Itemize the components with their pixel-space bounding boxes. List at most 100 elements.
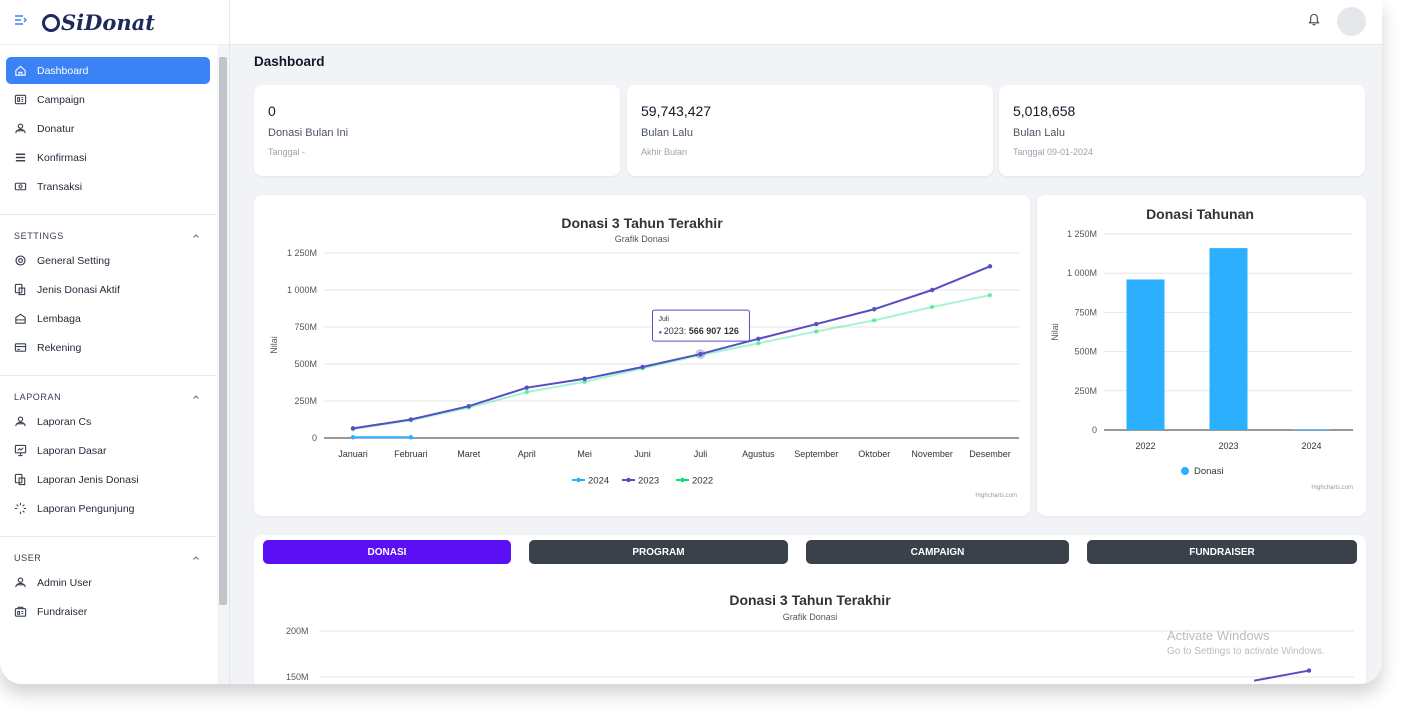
sidebar-section-user[interactable]: USER — [0, 549, 216, 567]
bar-chart: Donasi Tahunan 0 250M 500M 750M 1 000M 1 250M N… — [1050, 206, 1353, 491]
hover-halo — [695, 349, 706, 360]
stat-label: Donasi Bulan Ini — [268, 127, 349, 139]
bottom-line-chart: Donasi 3 Tahun Terakhir Grafik Donasi 150M… — [286, 592, 1354, 682]
sidebar-item-lembaga[interactable]: Lembaga — [6, 305, 210, 332]
bar-chart-card: Donasi Tahunan 0 250M 500M 750M 1 000M 1 250M N… — [1037, 195, 1366, 516]
x-tick-label: Juli — [694, 449, 708, 459]
line-chart-card: Donasi 3 Tahun Terakhir Grafik Donasi 0 250… — [254, 195, 1030, 516]
sidebar-item-label: Jenis Donasi Aktif — [37, 283, 120, 296]
sidebar-item-label: Lembaga — [37, 312, 81, 325]
home-icon — [15, 65, 26, 76]
building-icon — [15, 313, 26, 324]
sidebar-item-konfirmasi[interactable]: Konfirmasi — [6, 144, 210, 171]
tooltip-header: Juli — [658, 316, 669, 323]
stat-card: 5,018,658 Bulan Lalu Tanggal 09-01-2024 — [999, 85, 1365, 176]
sidebar-item-general-setting[interactable]: General Setting — [6, 247, 210, 274]
tab-campaign[interactable]: CAMPAIGN — [806, 540, 1069, 564]
menu-toggle-icon[interactable] — [14, 13, 28, 31]
y-tick-label: 1 000M — [1067, 268, 1097, 278]
data-point-2023 — [987, 264, 993, 269]
sidebar-section-laporan[interactable]: LAPORAN — [0, 388, 216, 406]
data-point-2023 — [756, 336, 761, 342]
legend-label: 2024 — [588, 476, 609, 487]
chart-credits: Highcharts.com — [1311, 485, 1353, 491]
data-point-2023 — [524, 385, 529, 390]
app-window: SiDonat Dashboard Campaign Donatur Konfirma… — [0, 0, 1382, 684]
sidebar-item-laporan-dasar[interactable]: Laporan Dasar — [6, 437, 210, 464]
bar-2023 — [1209, 248, 1248, 430]
legend-label: Donasi — [1194, 466, 1224, 477]
stat-value: 5,018,658 — [1013, 103, 1076, 119]
data-point-2022 — [872, 318, 877, 323]
sidebar: SiDonat Dashboard Campaign Donatur Konfirma… — [0, 0, 230, 684]
app-logo[interactable]: SiDonat — [42, 10, 155, 35]
sidebar-item-rekening[interactable]: Rekening — [6, 334, 210, 361]
x-tick-label: 2024 — [1301, 441, 1321, 451]
stat-card: 59,743,427 Bulan Lalu Akhir Bulan — [627, 85, 993, 176]
sidebar-item-dashboard[interactable]: Dashboard — [6, 57, 210, 84]
avatar[interactable] — [1337, 7, 1366, 36]
chart-subtitle: Grafik Donasi — [783, 612, 838, 622]
y-tick-label: 1 250M — [287, 248, 317, 258]
x-tick-label: Maret — [457, 449, 481, 459]
sidebar-item-laporan-pengunjung[interactable]: Laporan Pengunjung — [6, 495, 210, 522]
tab-program[interactable]: PROGRAM — [529, 540, 788, 564]
stat-sub: Tanggal - — [268, 147, 306, 157]
users-icon — [15, 416, 26, 427]
scrollbar-thumb[interactable] — [219, 57, 227, 605]
sidebar-section-settings[interactable]: SETTINGS — [0, 227, 216, 245]
sidebar-item-laporan-jenis-donasi[interactable]: Laporan Jenis Donasi — [6, 466, 210, 493]
sidebar-item-transaksi[interactable]: Transaksi — [6, 173, 210, 200]
x-tick-label: 2023 — [1218, 441, 1238, 451]
x-tick-label: Mei — [577, 449, 592, 459]
sidebar-menu: Dashboard Campaign Donatur Konfirmasi Transa… — [0, 55, 216, 627]
campaign-icon — [14, 94, 27, 105]
sidebar-item-label: Laporan Cs — [37, 415, 92, 428]
x-tick-label: Januari — [338, 449, 368, 459]
visitor-icon — [14, 502, 27, 515]
line-chart: Donasi 3 Tahun Terakhir Grafik Donasi 0 250… — [269, 215, 1019, 499]
sidebar-item-fundraiser[interactable]: Fundraiser — [6, 598, 210, 625]
settings-icon — [15, 255, 26, 266]
y-tick-label: 1 250M — [1067, 229, 1097, 239]
x-tick-label: April — [518, 449, 536, 459]
data-point-2022 — [929, 304, 935, 310]
sidebar-item-label: Rekening — [37, 341, 82, 354]
list-icon — [15, 153, 26, 162]
sidebar-item-donatur[interactable]: Donatur — [6, 115, 210, 142]
sidebar-item-label: Admin User — [37, 576, 92, 589]
money-icon — [14, 182, 27, 191]
x-tick-label: Juni — [634, 449, 651, 459]
chart-credits: Highcharts.com — [975, 493, 1017, 499]
stat-card: 0 Donasi Bulan Ini Tanggal - — [254, 85, 620, 176]
y-tick-label: 0 — [312, 433, 317, 443]
stat-label: Bulan Lalu — [1013, 127, 1065, 139]
section-title: SETTINGS — [14, 231, 64, 241]
y-tick-label: 250M — [294, 396, 317, 406]
card-icon — [14, 343, 27, 352]
tab-fundraiser[interactable]: FUNDRAISER — [1087, 540, 1357, 564]
y-axis-label: Nilai — [269, 336, 279, 354]
copy-icon — [14, 473, 26, 486]
series-line-2022 — [352, 294, 991, 431]
stat-value: 59,743,427 — [641, 103, 712, 119]
stat-label: Bulan Lalu — [641, 127, 693, 139]
tab-donasi[interactable]: DONASI — [263, 540, 511, 564]
data-point-2022 — [524, 389, 529, 395]
section-title: USER — [14, 553, 42, 563]
sidebar-item-admin-user[interactable]: Admin User — [6, 569, 210, 596]
sidebar-item-laporan-cs[interactable]: Laporan Cs — [6, 408, 210, 435]
bar-2022 — [1126, 279, 1165, 430]
chart-title: Donasi 3 Tahun Terakhir — [729, 592, 891, 608]
bell-icon[interactable] — [1308, 13, 1320, 31]
x-tick-label: November — [911, 449, 953, 459]
legend-label: 2022 — [692, 476, 713, 487]
sidebar-item-label: Donatur — [37, 122, 75, 135]
sidebar-divider — [0, 536, 216, 537]
tooltip-box — [651, 309, 750, 342]
data-point-2023 — [640, 364, 645, 370]
sidebar-item-jenis-donasi-aktif[interactable]: Jenis Donasi Aktif — [6, 276, 210, 303]
sidebar-item-campaign[interactable]: Campaign — [6, 86, 210, 113]
sidebar-scrollbar[interactable] — [217, 45, 229, 684]
x-tick-label: Agustus — [742, 449, 775, 459]
